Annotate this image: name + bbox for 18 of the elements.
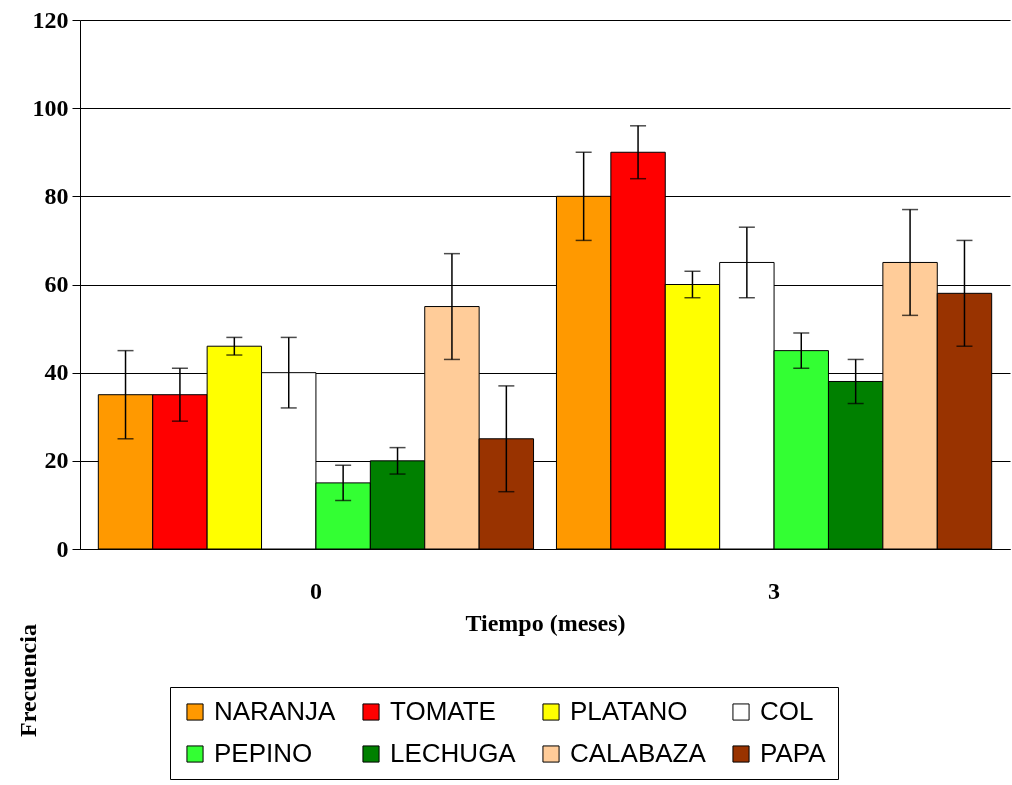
- x-axis-title: Tiempo (meses): [465, 609, 626, 636]
- y-tick-label: 100: [32, 94, 69, 121]
- y-tick-label: 60: [44, 271, 69, 297]
- y-tick-label: 40: [44, 359, 69, 386]
- y-tick-label: 20: [44, 447, 69, 474]
- y-tick-label: 120: [32, 6, 69, 33]
- x-tick-label: 3: [768, 577, 781, 604]
- legend-label: LECHUGA: [390, 738, 517, 768]
- legend-label: TOMATE: [390, 696, 496, 726]
- legend-label: PAPA: [760, 738, 827, 768]
- y-tick-label: 0: [56, 535, 69, 562]
- y-tick-label: 80: [44, 182, 69, 209]
- legend-label: NARANJA: [214, 696, 337, 726]
- legend-label: PLATANO: [570, 696, 688, 726]
- legend-label: PEPINO: [214, 738, 313, 768]
- legend-label: COL: [760, 696, 814, 726]
- legend-label: CALABAZA: [570, 738, 707, 768]
- y-axis-title: Frecuencia: [14, 624, 41, 737]
